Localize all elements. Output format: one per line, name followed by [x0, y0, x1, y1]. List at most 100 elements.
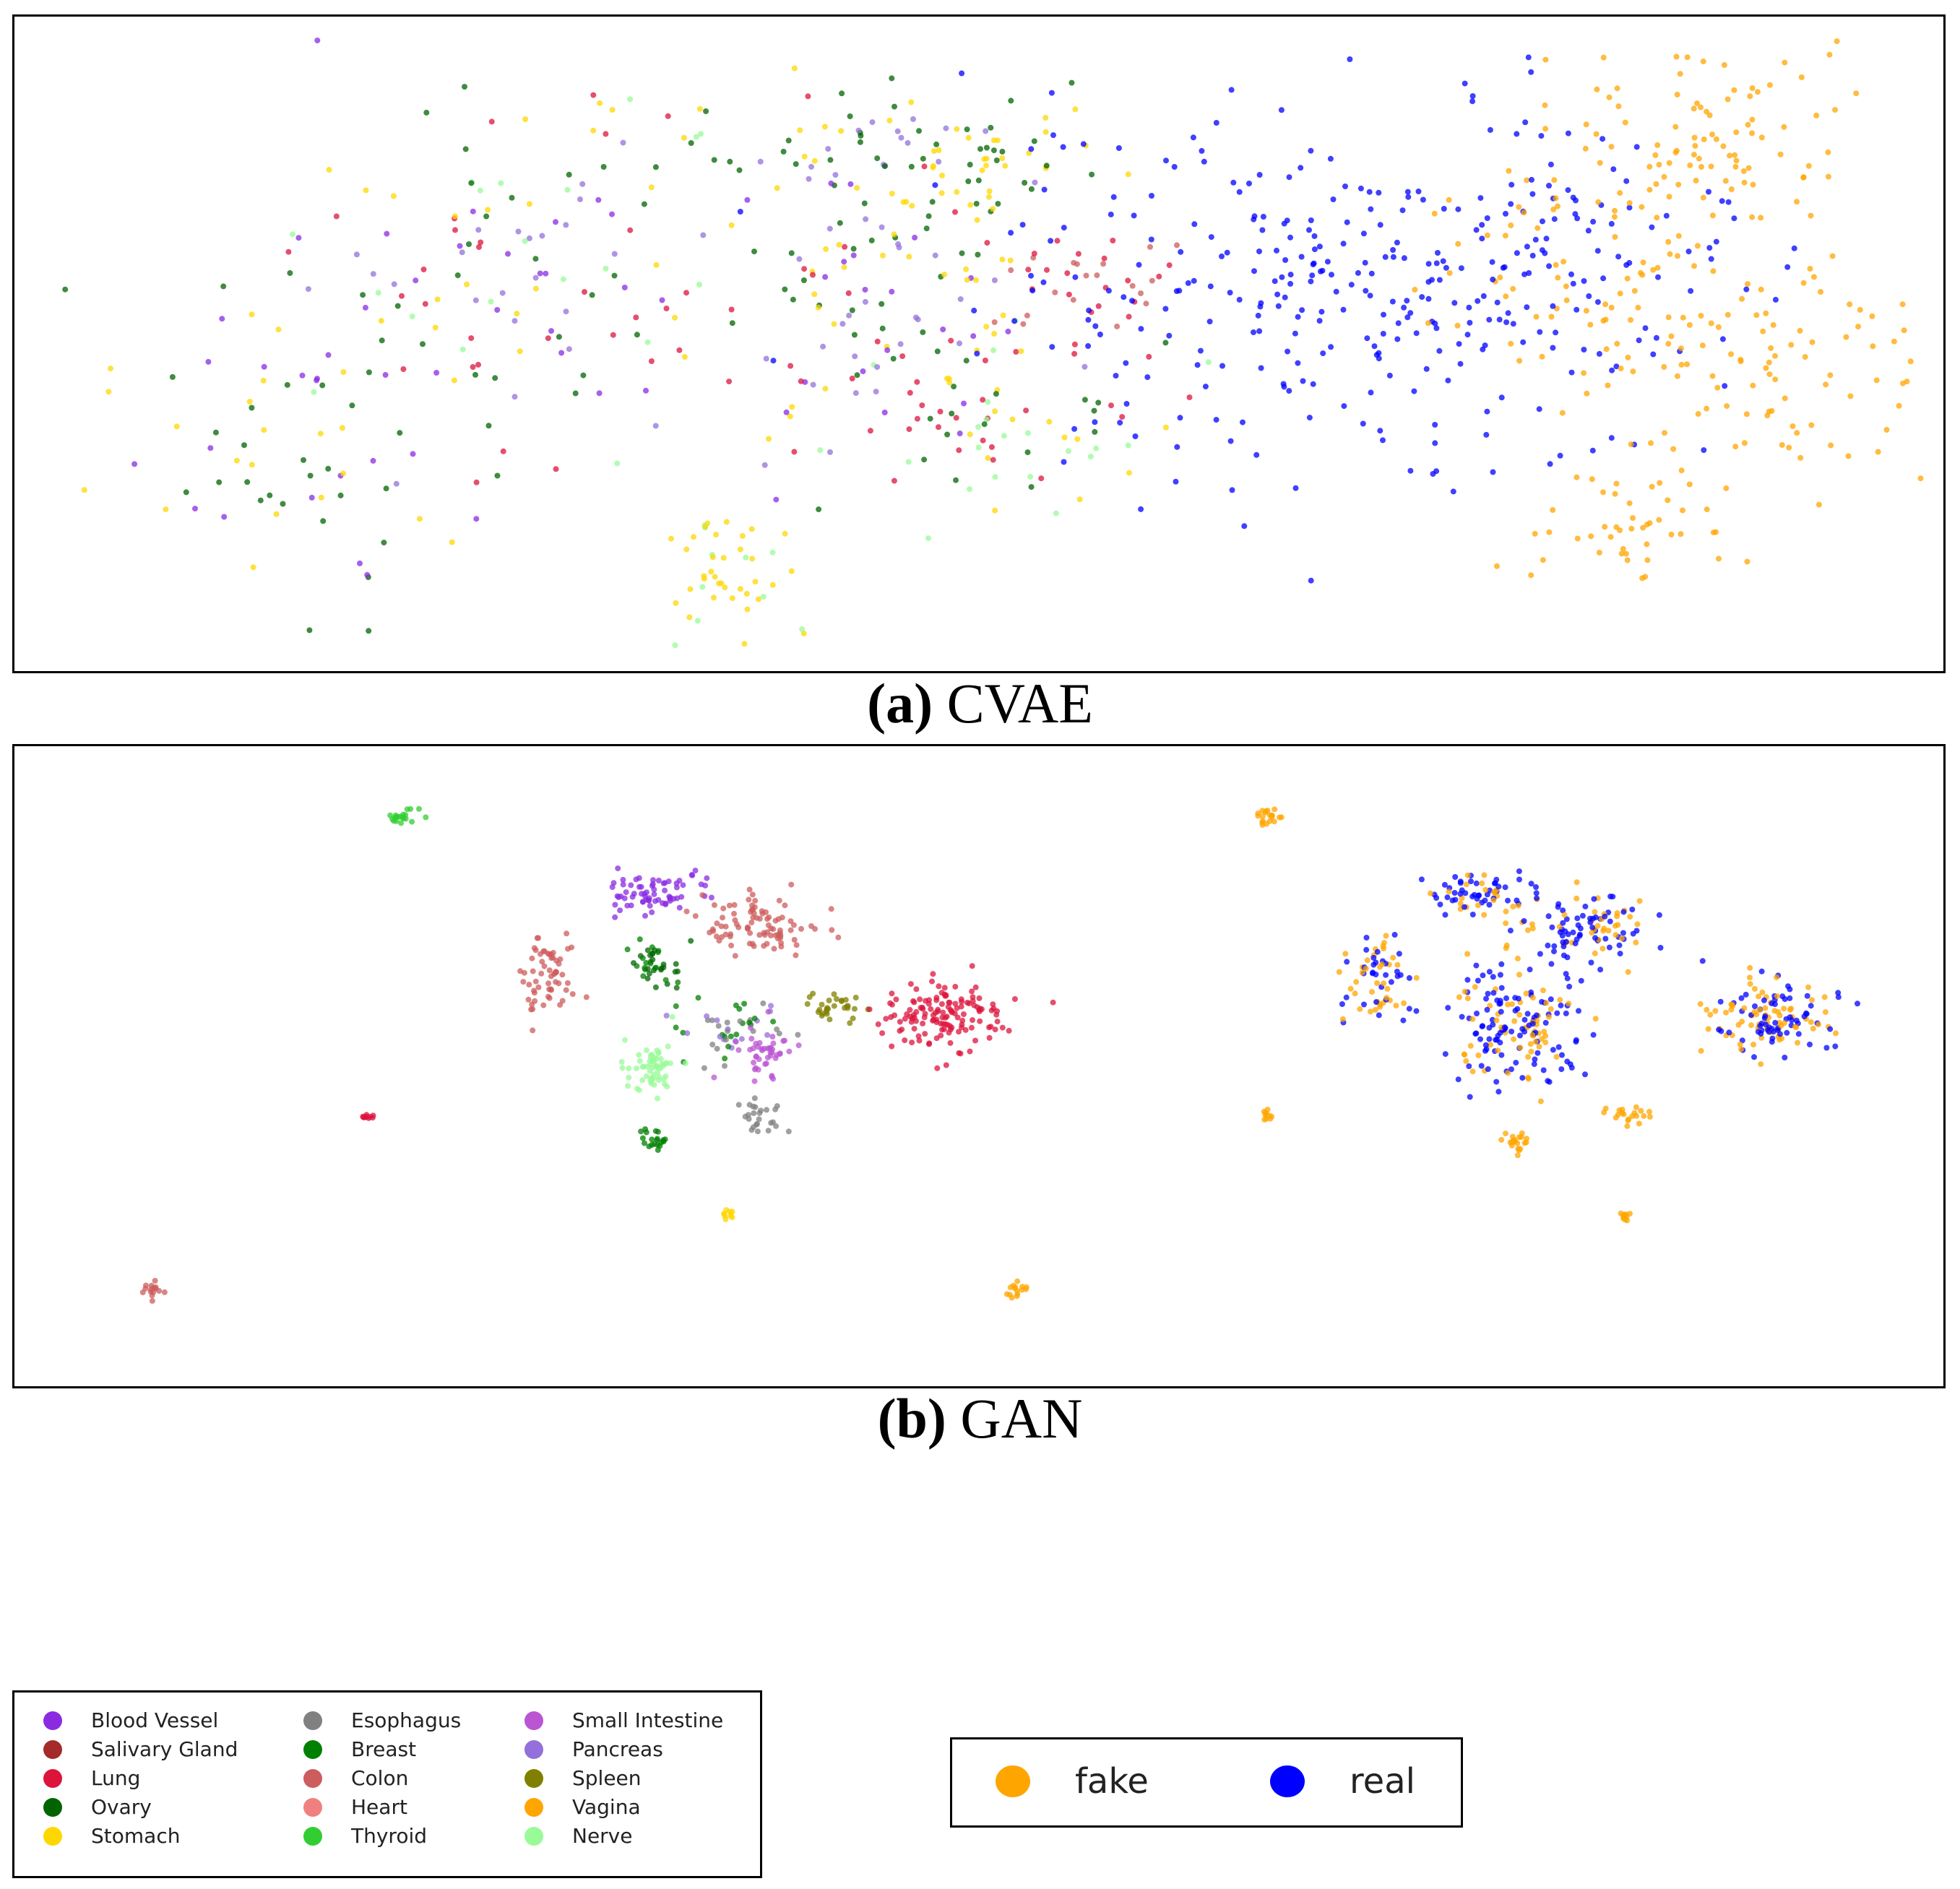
- scatter-point-stomach: [774, 185, 780, 191]
- scatter-point-fake: [1873, 377, 1880, 384]
- scatter-point-real: [1510, 321, 1516, 327]
- scatter-point-real: [1508, 1066, 1514, 1073]
- scatter-point-stomach: [451, 377, 457, 384]
- scatter-point-colon: [530, 968, 536, 974]
- scatter-point-fake: [1367, 1008, 1373, 1015]
- scatter-point-real: [1600, 275, 1607, 282]
- scatter-point-stomach: [739, 532, 746, 539]
- scatter-point-fake: [1662, 430, 1667, 436]
- scatter-point-fake: [1847, 301, 1853, 308]
- scatter-point-real: [1442, 1051, 1449, 1058]
- scatter-point-ovary: [800, 277, 807, 283]
- scatter-point-real: [1306, 227, 1312, 233]
- scatter-point-lung: [1166, 262, 1173, 269]
- scatter-point-real: [1620, 930, 1626, 936]
- scatter-point-esophagus: [723, 1037, 729, 1043]
- scatter-point-fake: [1618, 935, 1625, 941]
- scatter-point-nerve: [618, 1058, 625, 1065]
- scatter-point-pancreas: [579, 181, 586, 187]
- scatter-point-fake: [1493, 1017, 1500, 1024]
- scatter-point-fake: [1778, 1022, 1784, 1029]
- scatter-point-stomach: [787, 413, 793, 420]
- scatter-point-real: [1457, 878, 1464, 885]
- scatter-point-colon: [749, 891, 756, 898]
- scatter-point-real: [1213, 417, 1219, 423]
- scatter-point-fake: [1691, 134, 1698, 141]
- scatter-point-fake: [1457, 900, 1464, 907]
- scatter-point-colon: [793, 942, 800, 948]
- scatter-point-ovary: [890, 355, 897, 362]
- scatter-point-blood-vessel: [612, 914, 618, 920]
- scatter-point-real: [1136, 261, 1142, 268]
- scatter-point-fake: [1463, 1058, 1469, 1064]
- scatter-point-real: [1227, 438, 1234, 444]
- scatter-point-fake: [1503, 293, 1509, 300]
- scatter-point-stomach: [737, 586, 743, 592]
- scatter-point-ovary: [965, 178, 972, 184]
- scatter-point-ovary: [675, 968, 681, 974]
- scatter-point-real: [1363, 935, 1370, 941]
- scatter-point-ovary: [644, 975, 651, 982]
- scatter-point-pancreas: [611, 251, 618, 257]
- gan-scatter-plot: [139, 805, 1860, 1304]
- scatter-point-fake: [1359, 969, 1365, 976]
- scatter-point-stomach: [938, 190, 945, 196]
- scatter-point-fake: [1509, 1001, 1515, 1008]
- scatter-point-stomach: [854, 185, 860, 191]
- scatter-point-fake: [1627, 1211, 1633, 1217]
- scatter-point-lung: [648, 358, 655, 364]
- scatter-point-real: [1719, 198, 1725, 204]
- legend-label: Pancreas: [572, 1737, 663, 1761]
- scatter-point-real: [1484, 891, 1490, 898]
- scatter-point-lung: [952, 1000, 959, 1007]
- scatter-point-colon: [569, 991, 576, 998]
- scatter-point-blood-vessel: [688, 872, 695, 878]
- scatter-point-colon: [752, 897, 759, 904]
- scatter-point-real: [1528, 989, 1534, 995]
- scatter-point-colon: [550, 954, 556, 961]
- scatter-point-breast: [733, 1032, 740, 1038]
- scatter-point-nerve: [682, 1060, 688, 1066]
- scatter-point-real: [1533, 884, 1539, 890]
- scatter-point-blood-vessel: [620, 881, 626, 888]
- scatter-point-spleen: [852, 995, 859, 1000]
- scatter-point-real: [1282, 294, 1288, 301]
- scatter-point-real: [1484, 215, 1490, 221]
- scatter-point-lung: [990, 1001, 996, 1008]
- scatter-point-real: [1501, 1024, 1508, 1030]
- scatter-point-ovary: [485, 423, 492, 429]
- scatter-point-fake: [1369, 989, 1375, 995]
- scatter-point-lung: [500, 448, 506, 454]
- scatter-point-stomach: [233, 457, 240, 464]
- scatter-point-blood-vessel: [617, 907, 623, 914]
- scatter-point-fake: [1528, 572, 1534, 579]
- scatter-point-ovary: [793, 161, 799, 168]
- gan-caption: (b) GAN: [0, 1391, 1960, 1447]
- scatter-point-stomach: [532, 285, 539, 292]
- scatter-point-fake: [1675, 233, 1682, 239]
- scatter-point-ovary: [788, 250, 795, 256]
- scatter-point-blood-vessel: [912, 234, 918, 241]
- scatter-point-lung: [914, 415, 920, 422]
- scatter-point-small-intestine: [735, 1047, 742, 1053]
- scatter-point-fake: [1732, 444, 1739, 450]
- scatter-point-lung: [958, 1003, 964, 1010]
- scatter-point-ovary: [212, 429, 219, 436]
- scatter-point-fake: [1593, 131, 1599, 137]
- scatter-point-fake: [1543, 1000, 1550, 1006]
- scatter-point-nerve: [1001, 433, 1007, 439]
- scatter-point-fake: [1464, 951, 1471, 957]
- scatter-point-real: [1162, 306, 1169, 312]
- scatter-point-fake: [1534, 1018, 1540, 1024]
- scatter-point-fake: [1724, 311, 1731, 318]
- scatter-point-real: [1430, 471, 1436, 477]
- scatter-point-real: [1185, 280, 1191, 286]
- scatter-point-thyroid: [400, 815, 407, 821]
- scatter-point-fake: [1625, 1118, 1631, 1123]
- scatter-point-stomach: [522, 116, 529, 122]
- scatter-point-blood-vessel: [665, 878, 672, 885]
- scatter-point-spleen: [847, 1020, 853, 1026]
- scatter-point-nerve: [696, 281, 702, 288]
- scatter-point-stomach: [246, 399, 253, 405]
- scatter-point-fake: [1772, 376, 1779, 383]
